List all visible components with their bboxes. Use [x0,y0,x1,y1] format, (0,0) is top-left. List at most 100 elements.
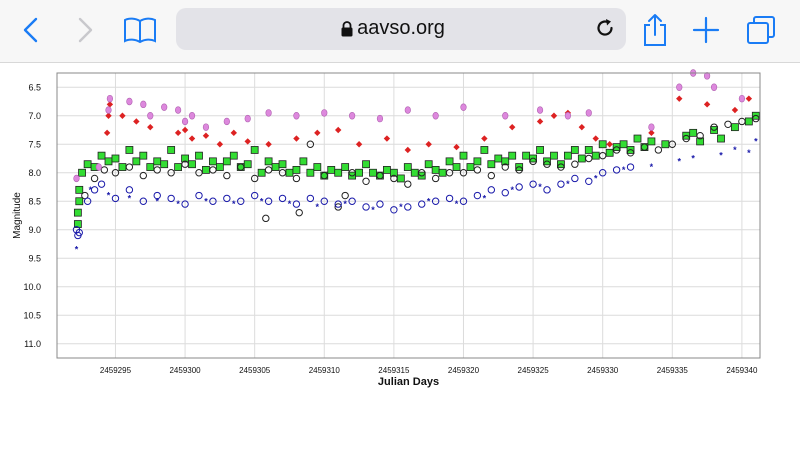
data-point-circle [445,194,454,203]
forward-button[interactable] [65,10,105,50]
data-point-circle [292,174,301,183]
y-axis-ticks: 6.5 7.0 7.5 8.0 8.5 9.0 9.5 10.0 10.5 11.0 [23,82,41,349]
y-axis-label: Magnitude [12,192,23,239]
data-point-star: * [75,245,79,255]
data-point-diamond [188,135,196,142]
data-point-square [83,160,92,169]
address-bar[interactable]: aavso.org [176,8,626,50]
data-point-circle [320,197,328,205]
data-point-filled [147,112,154,120]
data-point-circle [515,183,523,191]
data-point-star: * [343,199,347,209]
data-point-star: * [510,185,514,195]
x-tick-label: 2459325 [518,366,550,375]
back-button[interactable] [11,10,51,50]
data-point-diamond [355,141,363,148]
reload-icon[interactable] [594,17,616,39]
data-point-diamond [119,112,126,119]
data-point-square [153,157,162,166]
data-point-square [731,123,739,132]
data-point-square [264,157,273,166]
data-point-circle [501,163,509,171]
data-point-circle [250,191,259,200]
data-point-filled [432,112,439,120]
data-point-square [452,163,461,171]
data-point-circle [153,191,161,200]
data-point-circle [295,208,303,217]
data-point-circle [75,228,83,237]
data-point-star: * [733,145,737,155]
y-tick-label: 6.5 [28,82,41,92]
light-curve-chart[interactable]: 2459295 2459300 2459305 2459310 2459315 24593… [0,63,800,450]
data-point-square [459,151,468,160]
data-point-circle [710,123,718,131]
data-point-filled [140,100,147,109]
data-point-diamond [453,143,460,151]
data-point-circle [81,191,89,200]
data-point-circle [543,186,551,194]
x-axis-ticks: 2459295 2459300 2459305 2459310 2459315 24593… [100,366,758,375]
data-point-circle [473,191,482,200]
tabs-button[interactable] [741,10,781,50]
data-point-diamond [265,141,272,148]
data-point-circle [264,166,273,174]
data-point-filled [126,97,133,106]
data-point-square [209,157,217,166]
data-point-circle [195,191,203,200]
browser-toolbar: aavso.org [0,0,800,63]
data-point-diamond [745,95,753,102]
data-point-square [118,163,127,171]
x-axis-label: Julian Days [378,376,439,388]
data-point-square [313,163,322,171]
data-point-circle [306,140,315,148]
data-point-filled [376,114,384,123]
data-point-square [195,151,203,160]
data-point-circle [237,197,245,205]
data-point-circle [585,154,593,163]
data-point-filled [502,112,509,120]
y-tick-label: 10.0 [23,282,41,292]
data-point-square [369,168,377,177]
data-point-star: * [316,202,320,212]
data-point-circle [262,214,270,223]
data-point-circle [320,171,328,180]
data-point-square [174,163,183,171]
data-point-star: * [538,182,542,192]
data-point-filled [265,109,272,117]
data-point-filled [175,106,182,114]
data-point-square [78,168,86,177]
data-point-diamond [481,135,488,142]
data-point-star: * [747,148,751,158]
data-point-square [536,146,544,154]
data-point-circle [515,166,523,174]
data-point-square [696,137,705,146]
data-point-circle [223,171,231,180]
data-point-circle [250,174,259,183]
new-tab-button[interactable] [686,10,726,50]
data-point-circle [278,194,287,203]
data-point-square [431,166,440,174]
data-point-square [271,163,280,171]
data-point-diamond [230,129,237,137]
share-button[interactable] [635,10,675,50]
data-point-diamond [202,132,210,139]
data-point-square [689,128,698,137]
data-point-circle [390,206,398,214]
data-point-square [160,160,169,169]
data-point-star: * [399,202,403,212]
data-point-square [139,151,148,160]
data-point-circle [445,169,454,177]
data-point-filled [564,112,571,120]
data-point-circle [90,174,99,183]
data-point-square [438,168,447,177]
data-point-square [202,166,210,174]
data-point-star: * [622,165,626,175]
bookmarks-button[interactable] [120,10,160,50]
y-tick-label: 7.5 [28,139,41,149]
x-tick-label: 2459295 [100,366,132,375]
y-tick-label: 8.5 [28,196,41,206]
data-point-diamond [103,129,111,137]
data-point-star: * [128,193,132,203]
data-point-circle [362,203,370,211]
data-point-circle [654,146,663,154]
